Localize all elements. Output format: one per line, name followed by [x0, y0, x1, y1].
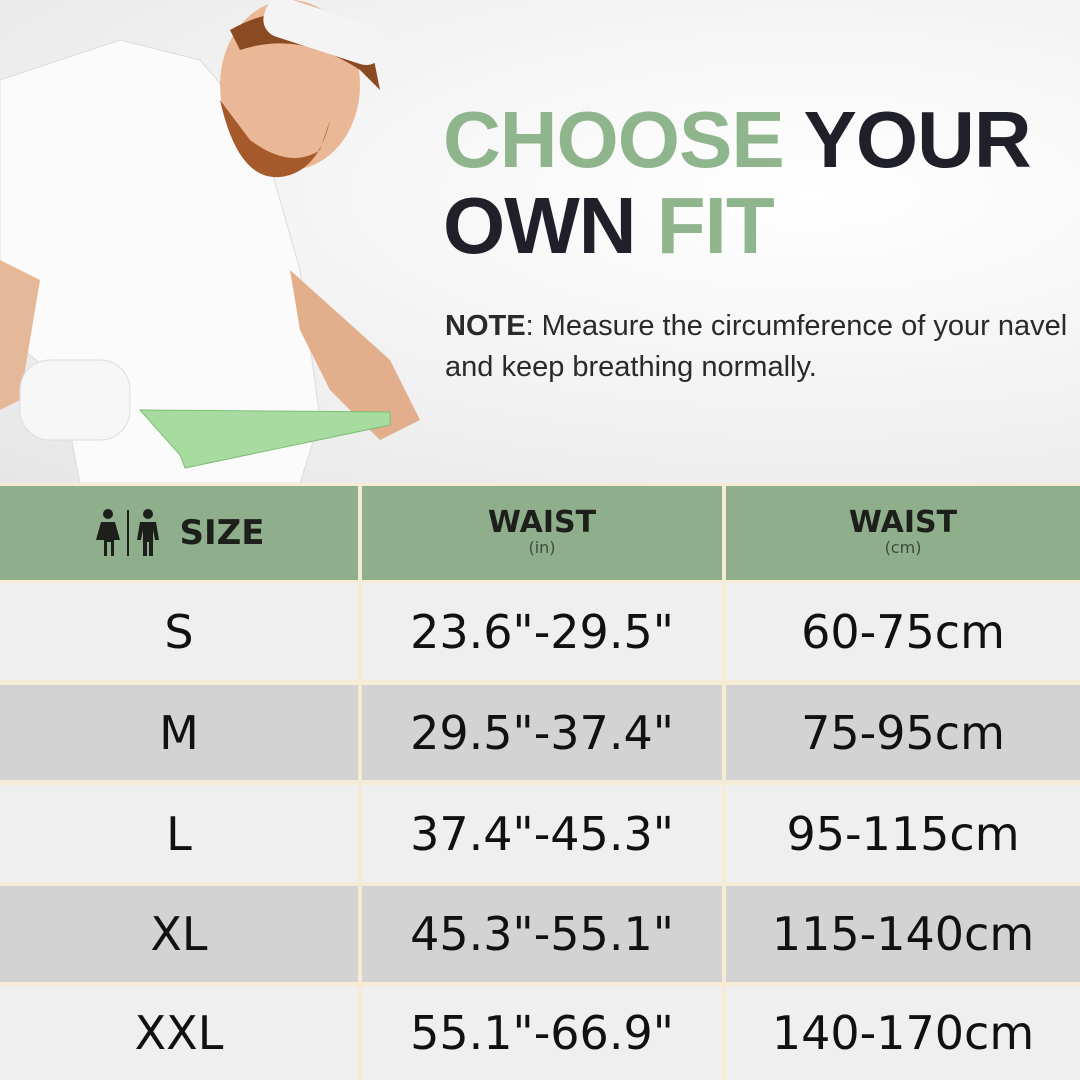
waist-cm-cell: 75-95cm — [726, 685, 1080, 780]
size-cell: S — [0, 583, 358, 680]
restroom-people-icon — [96, 509, 160, 556]
size-cell: XL — [0, 886, 358, 982]
hero-banner: CHOOSE YOUR OWN FIT NOTE: Measure the ci… — [0, 0, 1080, 483]
waist-cm-cell: 140-170cm — [726, 986, 1080, 1080]
waist-cm-cell: 95-115cm — [726, 785, 1080, 882]
header-waist-in-label: WAIST — [487, 505, 597, 541]
headline-line-2: OWN FIT — [443, 181, 775, 270]
size-cell: XXL — [0, 986, 358, 1080]
header-size: SIZE — [0, 486, 358, 580]
header-size-label: SIZE — [179, 513, 265, 553]
waist-in-cell: 37.4"-45.3" — [362, 785, 722, 882]
header-waist-cm-label: WAIST — [848, 505, 958, 541]
headline-line-1: CHOOSE YOUR — [443, 95, 1032, 184]
header-waist-in: WAIST (in) — [362, 486, 722, 580]
waist-in-cell: 55.1"-66.9" — [362, 986, 722, 1080]
waist-in-cell: 29.5"-37.4" — [362, 685, 722, 780]
waist-cm-cell: 115-140cm — [726, 886, 1080, 982]
size-cell: L — [0, 785, 358, 882]
man-measuring-waist-photo — [0, 0, 420, 483]
header-waist-cm-unit: (cm) — [884, 538, 922, 558]
measurement-note: NOTE: Measure the circumference of your … — [445, 310, 1068, 383]
header-waist-cm: WAIST (cm) — [726, 486, 1080, 580]
size-chart-table: SIZE WAIST (in) WAIST (cm) S 23.6"-29.5" 6… — [0, 483, 1080, 1080]
header-waist-in-unit: (in) — [528, 538, 556, 558]
waist-in-cell: 23.6"-29.5" — [362, 583, 722, 680]
waist-in-cell: 45.3"-55.1" — [362, 886, 722, 982]
size-cell: M — [0, 685, 358, 780]
waist-cm-cell: 60-75cm — [726, 583, 1080, 680]
